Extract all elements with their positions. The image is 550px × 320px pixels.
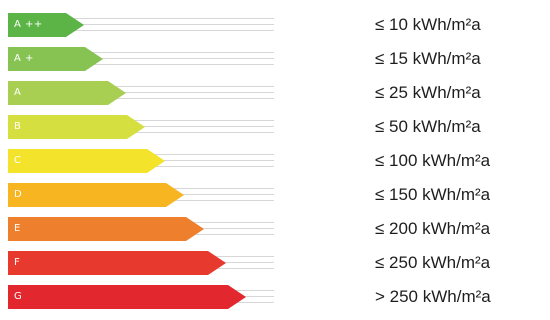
guide-line xyxy=(8,30,274,31)
energy-class-range: ≤ 10 kWh/m²a xyxy=(375,15,481,34)
energy-class-bar: C xyxy=(8,149,165,173)
energy-class-bar: A + xyxy=(8,47,103,71)
energy-class-range: ≤ 15 kWh/m²a xyxy=(375,49,481,68)
energy-class-range: > 250 kWh/m²a xyxy=(375,287,491,306)
energy-class-row-g: G > 250 kWh/m²a xyxy=(0,282,550,312)
energy-class-range: ≤ 150 kWh/m²a xyxy=(375,185,491,204)
energy-class-row-a: A ≤ 25 kWh/m²a xyxy=(0,78,550,108)
energy-class-range: ≤ 50 kWh/m²a xyxy=(375,117,481,136)
guide-line xyxy=(8,58,274,59)
energy-class-bar: E xyxy=(8,217,204,241)
energy-class-row-f: F ≤ 250 kWh/m²a xyxy=(0,248,550,278)
energy-class-label: A + xyxy=(14,53,34,64)
energy-class-bar: D xyxy=(8,183,184,207)
energy-class-row-a-plus-plus: A ++ ≤ 10 kWh/m²a xyxy=(0,10,550,40)
guide-line xyxy=(8,24,274,25)
guide-line xyxy=(8,18,274,19)
energy-class-label: A ++ xyxy=(14,19,43,30)
energy-class-row-b: B ≤ 50 kWh/m²a xyxy=(0,112,550,142)
energy-class-bar: F xyxy=(8,251,226,275)
energy-class-row-c: C ≤ 100 kWh/m²a xyxy=(0,146,550,176)
energy-class-row-a-plus: A + ≤ 15 kWh/m²a xyxy=(0,44,550,74)
energy-class-label: G xyxy=(14,291,23,302)
energy-class-bar: B xyxy=(8,115,145,139)
energy-class-label: B xyxy=(14,121,22,132)
guide-line xyxy=(8,132,274,133)
energy-class-bar: A ++ xyxy=(8,13,84,37)
energy-class-row-e: E ≤ 200 kWh/m²a xyxy=(0,214,550,244)
energy-class-bar: A xyxy=(8,81,126,105)
guide-line xyxy=(8,120,274,121)
energy-class-label: C xyxy=(14,155,22,166)
energy-class-label: F xyxy=(14,257,21,268)
energy-class-range: ≤ 200 kWh/m²a xyxy=(375,219,491,238)
energy-class-label: A xyxy=(14,87,22,98)
guide-line xyxy=(8,52,274,53)
energy-class-label: D xyxy=(14,189,23,200)
guide-line xyxy=(8,98,274,99)
guide-line xyxy=(8,64,274,65)
guide-line xyxy=(8,86,274,87)
energy-class-range: ≤ 250 kWh/m²a xyxy=(375,253,491,272)
energy-class-range: ≤ 100 kWh/m²a xyxy=(375,151,491,170)
energy-class-label: E xyxy=(14,223,21,234)
energy-class-range: ≤ 25 kWh/m²a xyxy=(375,83,481,102)
energy-class-row-d: D ≤ 150 kWh/m²a xyxy=(0,180,550,210)
energy-class-bar: G xyxy=(8,285,246,309)
guide-line xyxy=(8,92,274,93)
